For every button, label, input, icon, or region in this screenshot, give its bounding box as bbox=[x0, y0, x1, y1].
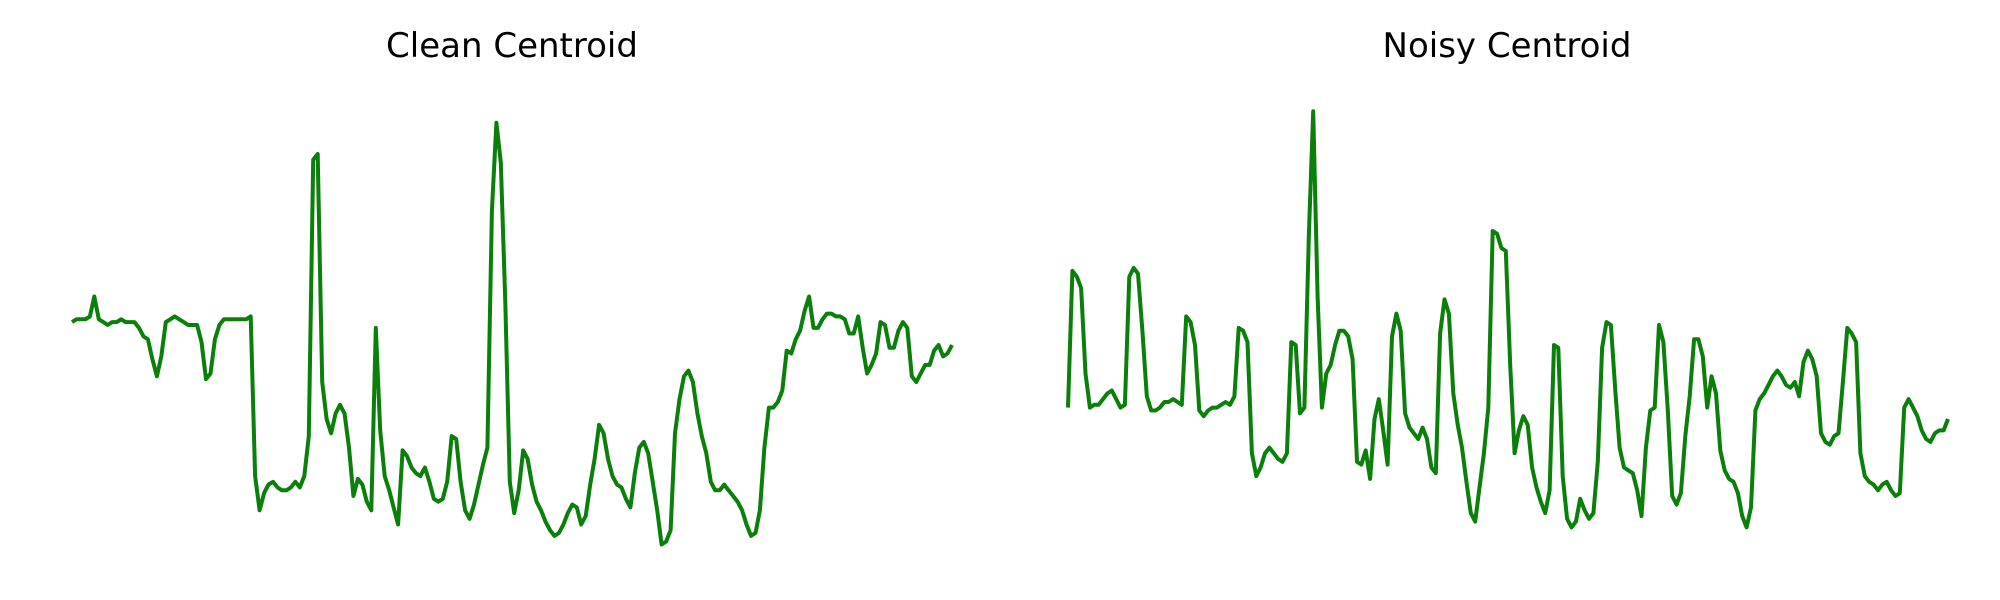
chart-title-clean-centroid: Clean Centroid bbox=[386, 26, 638, 66]
chart-panel-clean-centroid: Clean Centroid bbox=[70, 26, 954, 547]
series-line-noisy-centroid bbox=[1066, 109, 1950, 530]
series-line-clean-centroid bbox=[70, 120, 954, 547]
chart-panel-noisy-centroid: Noisy Centroid bbox=[1066, 26, 1950, 530]
chart-title-noisy-centroid: Noisy Centroid bbox=[1383, 26, 1632, 66]
